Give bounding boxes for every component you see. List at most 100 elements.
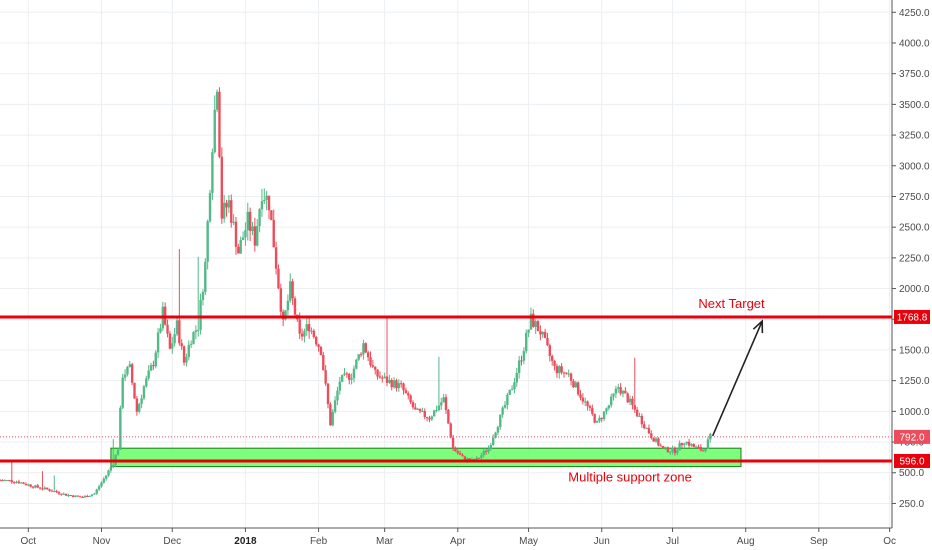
candle-body bbox=[300, 333, 304, 337]
candle-body bbox=[220, 156, 224, 219]
candle-body bbox=[279, 288, 283, 312]
candle-body bbox=[239, 239, 242, 254]
candle-body bbox=[27, 484, 30, 486]
candle-body bbox=[24, 483, 28, 485]
candle-body bbox=[598, 418, 601, 421]
candle-body bbox=[43, 487, 47, 490]
y-tick-label: 2750.0 bbox=[899, 192, 930, 203]
candle-body bbox=[145, 378, 148, 387]
candle-body bbox=[175, 320, 179, 335]
candle-body bbox=[692, 444, 695, 448]
candle-body bbox=[227, 200, 231, 208]
candle-body bbox=[567, 373, 570, 375]
candle-body bbox=[631, 398, 634, 406]
candle-body bbox=[130, 364, 134, 383]
candle-body bbox=[461, 454, 464, 457]
candle-body bbox=[477, 457, 481, 459]
candle-body bbox=[515, 372, 518, 383]
candle-body bbox=[418, 408, 422, 412]
candle-body bbox=[213, 109, 216, 153]
candle-body bbox=[218, 91, 221, 157]
candle-body bbox=[694, 446, 698, 448]
candle-body bbox=[62, 493, 65, 495]
candle-body bbox=[508, 389, 511, 395]
candle-body bbox=[100, 482, 103, 487]
candle-body bbox=[614, 388, 618, 394]
candle-body bbox=[543, 331, 547, 339]
candle-body bbox=[407, 393, 410, 396]
y-tick-label: 1250.0 bbox=[899, 376, 930, 387]
candle-body bbox=[173, 334, 176, 344]
annotation-label: Multiple support zone bbox=[568, 469, 692, 484]
candle-body bbox=[635, 409, 639, 417]
candle-body bbox=[189, 343, 193, 345]
candle-body bbox=[668, 451, 672, 453]
candle-body bbox=[558, 366, 561, 374]
x-tick-label: Jun bbox=[594, 536, 610, 547]
candle-body bbox=[390, 379, 393, 388]
candle-body bbox=[29, 484, 32, 487]
candle-body bbox=[437, 405, 441, 411]
candle-body bbox=[272, 220, 275, 248]
candle-body bbox=[331, 411, 334, 426]
price-tag bbox=[894, 309, 930, 324]
support-zone-layer bbox=[110, 447, 742, 468]
candle-body bbox=[348, 374, 351, 380]
x-tick-label: 2018 bbox=[234, 536, 257, 547]
x-tick-label: Sep bbox=[810, 536, 828, 547]
candle-body bbox=[484, 450, 488, 452]
candle-body bbox=[1, 480, 4, 482]
candle-body bbox=[53, 491, 56, 493]
candle-body bbox=[458, 453, 462, 455]
candle-body bbox=[178, 320, 181, 344]
candle-body bbox=[211, 152, 214, 193]
candle-body bbox=[338, 381, 342, 391]
annotations-layer: Next Target Multiple support zone bbox=[568, 296, 765, 484]
candle-body bbox=[36, 485, 39, 488]
candle-body bbox=[499, 414, 502, 428]
candle-body bbox=[581, 397, 585, 402]
candle-body bbox=[381, 377, 384, 379]
candle-body bbox=[303, 330, 306, 337]
candle-body bbox=[392, 380, 396, 388]
candle-body bbox=[480, 455, 483, 458]
candle-body bbox=[159, 328, 162, 333]
candle-body bbox=[576, 382, 580, 395]
candle-body bbox=[166, 324, 169, 334]
candle-body bbox=[140, 398, 143, 404]
candle-body bbox=[350, 378, 353, 380]
candle-body bbox=[333, 400, 337, 412]
candle-body bbox=[553, 360, 556, 366]
candle-body bbox=[702, 450, 705, 452]
candle-body bbox=[225, 202, 228, 208]
candle-body bbox=[440, 402, 443, 406]
candle-body bbox=[317, 344, 320, 347]
candle-body bbox=[95, 489, 98, 494]
candle-body bbox=[201, 292, 205, 300]
candle-body bbox=[156, 332, 160, 353]
candle-body bbox=[397, 383, 401, 389]
candle-body bbox=[109, 467, 113, 471]
candle-body bbox=[633, 405, 636, 410]
candle-body bbox=[661, 446, 665, 449]
candle-body bbox=[55, 491, 58, 493]
candle-body bbox=[340, 374, 344, 382]
candle-body bbox=[244, 230, 247, 238]
candle-body bbox=[57, 492, 61, 494]
candle-body bbox=[399, 383, 403, 385]
candle-body bbox=[565, 372, 568, 374]
candle-body bbox=[605, 408, 608, 412]
candle-body bbox=[206, 221, 209, 262]
candle-body bbox=[45, 487, 49, 490]
candle-body bbox=[680, 443, 684, 446]
candle-body bbox=[291, 281, 294, 299]
candle-body bbox=[357, 354, 360, 360]
candle-body bbox=[185, 356, 188, 363]
candle-body bbox=[204, 261, 207, 293]
candle-body bbox=[366, 352, 370, 358]
candle-body bbox=[536, 321, 540, 332]
candle-body bbox=[126, 367, 129, 375]
candle-body bbox=[265, 195, 268, 200]
candle-body bbox=[409, 395, 412, 403]
